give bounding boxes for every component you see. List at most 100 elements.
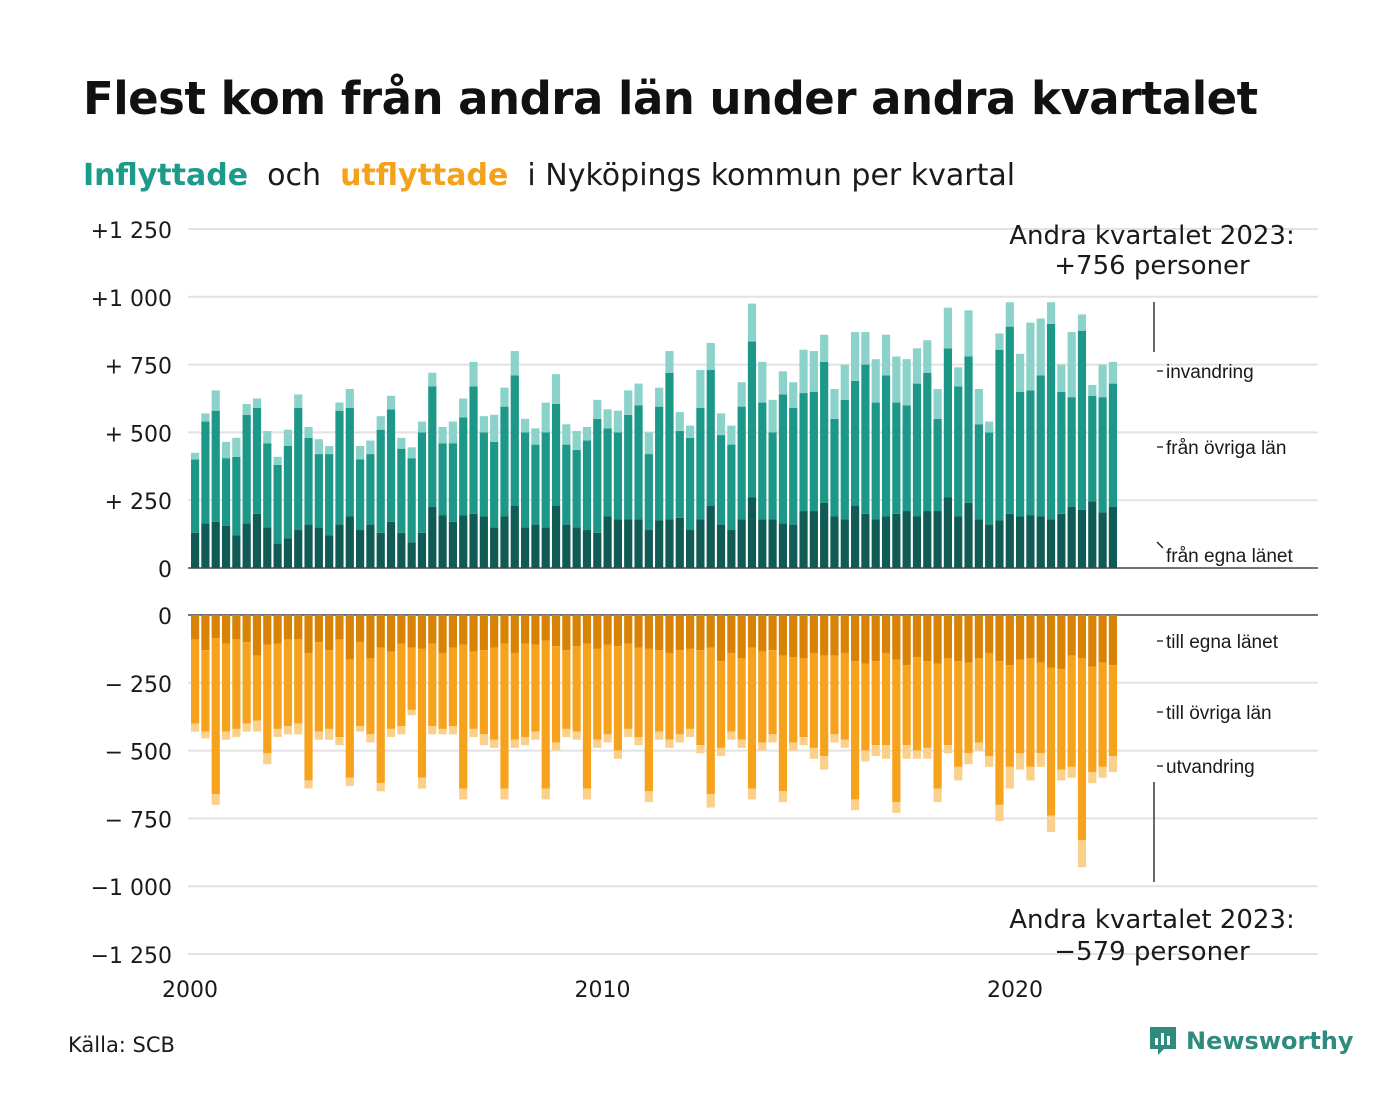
bar-in-other-lan (851, 380, 860, 506)
bar-in-other-lan (1005, 326, 1014, 514)
bar-out-other-lan (283, 639, 293, 727)
bar-out-own-lan (768, 615, 777, 651)
bar-out-abroad (191, 723, 200, 732)
bar-in-abroad (417, 421, 427, 433)
bar-in-other-lan (820, 361, 829, 503)
bar-out-other-lan (871, 661, 880, 746)
bar-in-own-lan (562, 524, 571, 568)
bar-in-own-lan (1098, 512, 1107, 568)
bar-out-own-lan (851, 615, 860, 662)
bar-in-own-lan (840, 519, 849, 568)
bar-in-abroad (1088, 384, 1097, 396)
bar-out-abroad (912, 750, 922, 759)
bar-out-own-lan (376, 615, 385, 648)
bar-out-own-lan (1016, 615, 1025, 660)
bar-in-other-lan (397, 448, 406, 533)
bar-in-abroad (964, 310, 973, 357)
bar-out-abroad (881, 745, 891, 759)
bar-in-abroad (500, 387, 509, 407)
bar-out-own-lan (943, 615, 953, 659)
bar-out-own-lan (706, 615, 715, 648)
bar-in-other-lan (923, 372, 932, 512)
bar-in-abroad (665, 351, 674, 373)
bar-in-abroad (407, 447, 416, 459)
bar-in-own-lan (325, 535, 334, 568)
bar-out-own-lan (954, 615, 963, 662)
bar-in-own-lan (1077, 509, 1087, 568)
bar-in-abroad (820, 334, 829, 362)
bar-in-abroad (366, 440, 375, 455)
y-tick-label-bottom: −1 000 (91, 876, 172, 901)
chart-title: Flest kom från andra län under andra kva… (83, 72, 1258, 125)
bar-out-own-lan (232, 615, 241, 640)
bar-in-other-lan (1077, 330, 1087, 510)
bar-in-other-lan (1016, 391, 1025, 517)
bar-out-abroad (1067, 766, 1076, 778)
bar-in-other-lan (696, 407, 705, 520)
bar-in-other-lan (933, 418, 942, 512)
bar-in-abroad (1046, 302, 1056, 324)
bar-out-abroad (1057, 769, 1066, 781)
bar-in-abroad (562, 424, 571, 445)
bar-out-other-lan (1108, 665, 1118, 757)
bar-in-own-lan (469, 513, 478, 568)
bar-out-other-lan (686, 648, 695, 729)
bar-out-abroad (459, 788, 468, 800)
bar-out-other-lan (1016, 659, 1025, 754)
bar-out-abroad (716, 747, 726, 757)
bar-out-other-lan (933, 663, 942, 789)
bar-out-own-lan (562, 615, 571, 651)
bar-in-other-lan (448, 443, 458, 522)
x-tick-label: 2020 (987, 978, 1043, 1003)
bar-in-other-lan (366, 454, 375, 525)
bar-in-own-lan (386, 521, 396, 568)
bar-out-own-lan (325, 615, 334, 651)
bar-in-abroad (830, 389, 839, 419)
bar-out-own-lan (201, 615, 210, 651)
bar-in-abroad (634, 383, 643, 406)
x-tick-label: 2000 (162, 978, 218, 1003)
bar-out-abroad (521, 737, 530, 746)
bar-out-other-lan (1057, 669, 1066, 770)
bar-in-abroad (541, 402, 550, 433)
bar-out-own-lan (686, 615, 695, 649)
label-fran-ovriga-lan: från övriga län (1166, 438, 1286, 459)
bar-in-abroad (933, 389, 942, 419)
bar-in-abroad (696, 370, 705, 408)
bar-in-abroad (768, 399, 777, 433)
bar-out-own-lan (912, 615, 922, 658)
bar-out-other-lan (1088, 666, 1097, 773)
bar-in-own-lan (624, 519, 633, 568)
axis-layer: +1 250 +1 000 + 750 + 500 + 250 0 0 − 250 − 500 −… (91, 219, 1043, 1003)
bar-in-abroad (521, 418, 530, 433)
bar-in-other-lan (531, 444, 540, 525)
y-tick-label-top: 0 (158, 558, 172, 583)
bar-in-other-lan (655, 406, 664, 521)
bar-out-own-lan (242, 615, 251, 643)
bar-out-own-lan (778, 615, 788, 656)
bar-in-abroad (345, 389, 354, 408)
bar-out-own-lan (624, 615, 633, 644)
bar-in-other-lan (1088, 395, 1097, 502)
bar-out-own-lan (902, 615, 911, 666)
bar-in-own-lan (675, 517, 684, 568)
bar-out-abroad (1098, 766, 1107, 778)
bar-out-own-lan (830, 615, 839, 656)
bar-out-other-lan (304, 652, 313, 781)
bar-out-own-lan (314, 615, 323, 643)
bar-out-own-lan (1005, 615, 1014, 666)
bar-out-own-lan (1098, 615, 1107, 663)
bar-out-own-lan (881, 615, 891, 653)
bar-out-abroad (799, 737, 808, 746)
bar-in-abroad (201, 413, 210, 422)
bar-in-own-lan (820, 502, 829, 568)
bar-in-other-lan (624, 414, 633, 520)
bar-out-other-lan (789, 657, 798, 743)
annotation-top-line2: +756 personer (1054, 251, 1250, 281)
bar-in-own-lan (747, 497, 757, 568)
bar-out-other-lan (397, 643, 406, 727)
bar-out-abroad (1046, 815, 1056, 832)
bar-in-other-lan (500, 406, 509, 517)
bar-out-abroad (1077, 840, 1087, 868)
bar-in-own-lan (768, 519, 777, 568)
